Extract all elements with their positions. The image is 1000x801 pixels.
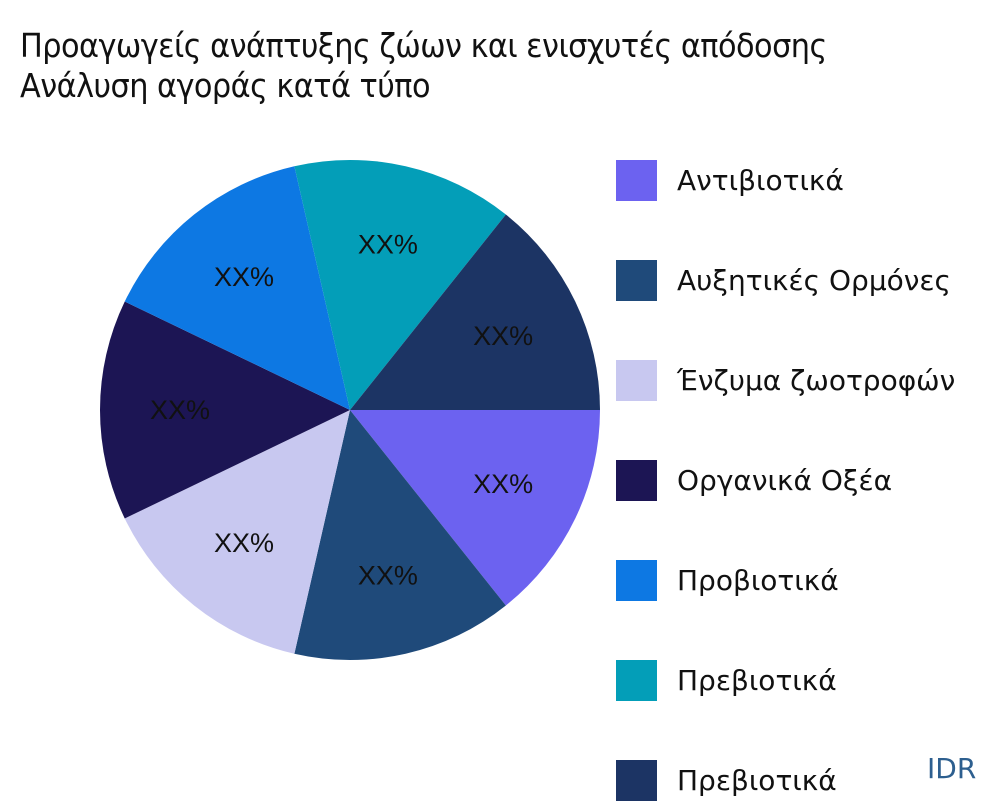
pie-slice[interactable] (100, 301, 350, 519)
legend-swatch (616, 659, 657, 701)
legend-label: Αντιβιοτικά (677, 163, 844, 197)
chart-title: Προαγωγείς ανάπτυξης ζώων και ενισχυτές … (20, 26, 827, 106)
legend-item-prebiotics-2[interactable]: Πρεβιοτικά (616, 759, 837, 801)
slice-percent-label: XX% (473, 321, 533, 351)
slice-percent-label: XX% (214, 528, 274, 558)
watermark-logo: IDR (927, 752, 977, 785)
pie-slice[interactable] (350, 410, 600, 606)
legend-swatch (616, 359, 657, 401)
chart-title-line2: Ανάλυση αγοράς κατά τύπο (20, 66, 431, 105)
legend-swatch (616, 459, 657, 501)
slice-percent-label: XX% (214, 262, 274, 292)
slice-percent-label: XX% (358, 561, 418, 591)
legend-item-antibiotics[interactable]: Αντιβιοτικά (616, 159, 844, 201)
slice-percent-label: XX% (473, 469, 533, 499)
pie-slice[interactable] (124, 166, 350, 410)
legend-label: Οργανικά Οξέα (677, 463, 893, 497)
legend-label: Πρεβιοτικά (677, 663, 837, 697)
legend-item-organic-acids[interactable]: Οργανικά Οξέα (616, 459, 893, 501)
pie-slice[interactable] (294, 410, 506, 661)
legend-item-probiotics[interactable]: Προβιοτικά (616, 559, 839, 601)
legend-item-prebiotics[interactable]: Πρεβιοτικά (616, 659, 837, 701)
legend-swatch (616, 159, 657, 201)
legend-label: Ένζυμα ζωοτροφών (677, 363, 956, 397)
pie-slice[interactable] (294, 159, 506, 410)
legend-item-growth-hormones[interactable]: Αυξητικές Ορμόνες (616, 259, 951, 301)
chart-title-line1: Προαγωγείς ανάπτυξης ζώων και ενισχυτές … (20, 26, 827, 65)
pie-slice[interactable] (350, 214, 600, 410)
legend-item-feed-enzymes[interactable]: Ένζυμα ζωοτροφών (616, 359, 956, 401)
legend-label: Προβιοτικά (677, 563, 839, 597)
slice-percent-label: XX% (150, 395, 210, 425)
legend-swatch (616, 559, 657, 601)
pie-slice[interactable] (124, 410, 350, 654)
slice-percent-label: XX% (358, 229, 418, 259)
pie-chart: XX% XX% XX% XX% XX% XX% XX% (100, 159, 600, 661)
legend-swatch (616, 259, 657, 301)
legend-label: Αυξητικές Ορμόνες (677, 263, 951, 297)
legend-label: Πρεβιοτικά (677, 763, 837, 797)
legend-swatch (616, 759, 657, 801)
